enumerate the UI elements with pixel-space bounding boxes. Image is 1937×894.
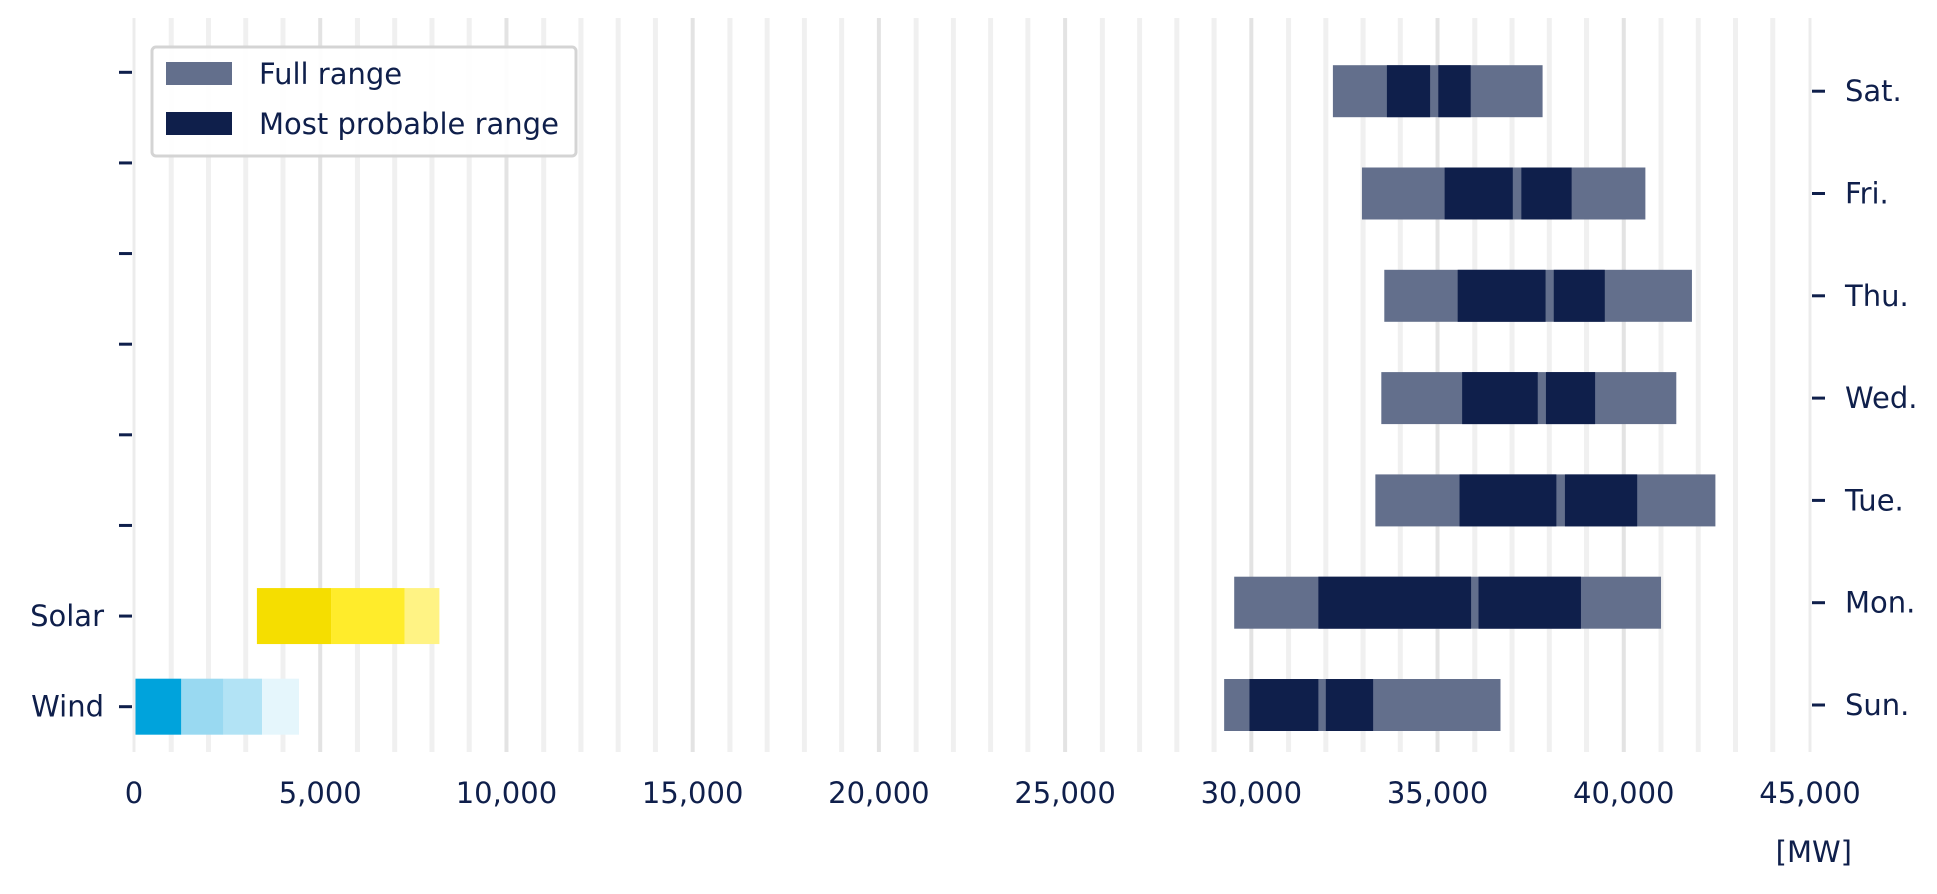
x-axis-unit: [MW] — [1776, 835, 1852, 869]
probable-range-bar — [1325, 679, 1374, 731]
probable-range-bar — [1459, 474, 1557, 527]
probable-range-bar — [1386, 65, 1431, 118]
probable-range-bar — [1462, 372, 1538, 425]
axes: 0 5,000 10,000 15,000 20,000 25,000 30,000 35,0… — [30, 18, 1917, 810]
right-category-label: Fri. — [1845, 177, 1889, 211]
x-tick-label: 45,000 — [1759, 776, 1860, 810]
full-range-bar — [1332, 65, 1543, 118]
x-tick-label: 5,000 — [279, 776, 362, 810]
right-category-label: Thu. — [1844, 279, 1909, 313]
probable-range-bar — [1545, 372, 1596, 425]
right-axis-bars — [1224, 65, 1716, 731]
x-tick-label: 25,000 — [1014, 776, 1115, 810]
bar-segment-solar — [331, 588, 405, 645]
x-tick-label: 0 — [125, 776, 143, 810]
legend-box — [150, 45, 578, 158]
x-tick-label: 35,000 — [1387, 776, 1488, 810]
left-axis-bars — [134, 588, 440, 735]
probable-range-bar — [1521, 167, 1572, 220]
x-tick-label: 15,000 — [642, 776, 743, 810]
left-category-label: Solar — [30, 599, 104, 633]
legend-swatch-full-range — [166, 62, 232, 85]
left-category-label: Wind — [31, 690, 104, 724]
x-tick-label: 10,000 — [456, 776, 557, 810]
legend: Full range Most probable range — [150, 45, 578, 158]
probable-range-bar — [1444, 167, 1513, 220]
right-category-label: Sat. — [1845, 74, 1902, 108]
x-tick-label: 30,000 — [1201, 776, 1302, 810]
right-category-label: Wed. — [1845, 381, 1917, 415]
bar-segment-wind — [181, 678, 224, 735]
bar-segment-solar — [404, 588, 440, 645]
legend-label-full-range: Full range — [259, 57, 402, 91]
bar-segment-wind — [223, 678, 263, 735]
probable-range-bar — [1553, 269, 1605, 322]
probable-range-bar — [1478, 576, 1581, 629]
probable-range-bar — [1457, 269, 1546, 322]
bar-segment-solar — [256, 588, 332, 645]
right-category-label: Tue. — [1844, 483, 1904, 517]
x-tick-label: 20,000 — [828, 776, 929, 810]
legend-label-most-probable-range: Most probable range — [259, 107, 559, 141]
bar-segment-wind — [262, 678, 299, 735]
x-tick-label: 40,000 — [1573, 776, 1674, 810]
probable-range-bar — [1438, 65, 1471, 118]
right-category-label: Sun. — [1845, 688, 1909, 722]
probable-range-bar — [1318, 576, 1472, 629]
legend-swatch-most-probable-range — [166, 112, 232, 135]
bar-segment-wind — [134, 678, 182, 735]
right-category-label: Mon. — [1845, 586, 1915, 620]
probable-range-bar — [1564, 474, 1638, 527]
probable-range-bar — [1249, 679, 1319, 731]
